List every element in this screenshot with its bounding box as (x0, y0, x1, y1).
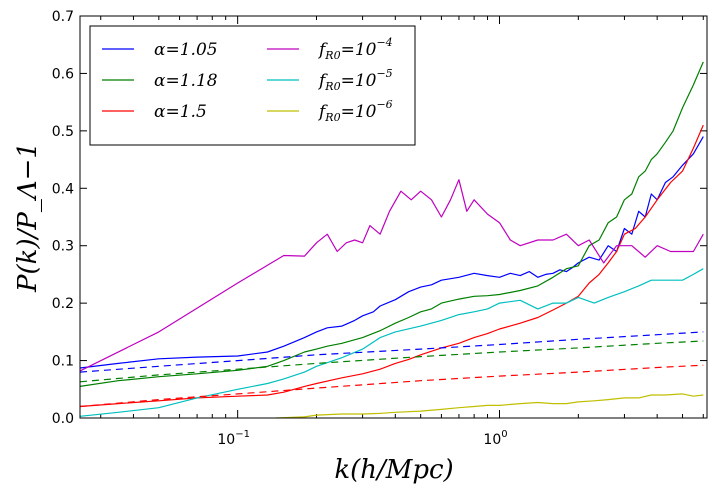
legend-exponent: −6 (376, 98, 392, 111)
legend-value: =1.5 (165, 102, 206, 122)
legend-symbol: α (154, 102, 166, 122)
legend-value: =1.05 (165, 40, 217, 60)
legend-value: =10 (341, 40, 377, 60)
y-tick-label: 0.4 (52, 181, 74, 197)
series-line (79, 364, 704, 408)
legend: α=1.05α=1.18α=1.5fR0=10−4fR0=10−5fR0=10−… (89, 25, 416, 146)
x-tick-exponent: 0 (501, 429, 507, 440)
series-line (79, 268, 704, 417)
x-tick-base: 10 (217, 432, 235, 448)
y-tick-label: 0.7 (52, 9, 74, 25)
series-line (79, 136, 704, 369)
x-tick-exponent: −1 (235, 429, 250, 440)
legend-subscript: R0 (324, 80, 340, 93)
legend-exponent: −4 (376, 36, 392, 49)
legend-subscript: R0 (324, 49, 340, 62)
legend-label: fR0=10−4 (317, 36, 393, 62)
legend-value: =10 (341, 102, 377, 122)
plot-frame (79, 15, 708, 419)
y-axis-label: P(k)/P_Λ−1 (13, 142, 43, 293)
legend-label: fR0=10−5 (317, 67, 393, 93)
y-tick-label: 0.5 (52, 124, 74, 140)
series-line (79, 124, 704, 408)
legend-symbol: α (154, 40, 166, 60)
legend-symbol: f (317, 40, 328, 60)
axis-ticks: 0.00.10.20.30.40.50.60.710−1 100 (52, 9, 707, 448)
legend-value: =10 (341, 71, 377, 91)
y-tick-label: 0.2 (52, 296, 74, 312)
series-line (79, 340, 704, 383)
series-line (275, 393, 704, 419)
legend-box (89, 25, 416, 146)
y-tick-label: 0.0 (52, 411, 74, 427)
legend-subscript: R0 (324, 111, 340, 124)
series-line (79, 61, 704, 387)
series-line (79, 179, 704, 372)
legend-label: fR0=10−6 (317, 98, 393, 124)
y-tick-label: 0.6 (52, 66, 74, 82)
x-tick-base: 10 (483, 432, 501, 448)
x-axis-label: k(h/Mpc) (334, 455, 453, 485)
series-line (79, 331, 704, 373)
data-lines (79, 61, 704, 419)
x-tick-label: 100 (483, 429, 507, 448)
legend-exponent: −5 (376, 67, 392, 80)
legend-label: α=1.5 (154, 102, 207, 122)
y-tick-label: 0.3 (52, 239, 74, 255)
legend-label: α=1.18 (154, 71, 218, 91)
x-tick-label: 10−1 (217, 429, 250, 448)
legend-symbol: α (154, 71, 166, 91)
legend-value: =1.18 (165, 71, 217, 91)
legend-label: α=1.05 (154, 40, 218, 60)
legend-symbol: f (317, 71, 328, 91)
y-tick-label: 0.1 (52, 354, 74, 370)
legend-symbol: f (317, 102, 328, 122)
